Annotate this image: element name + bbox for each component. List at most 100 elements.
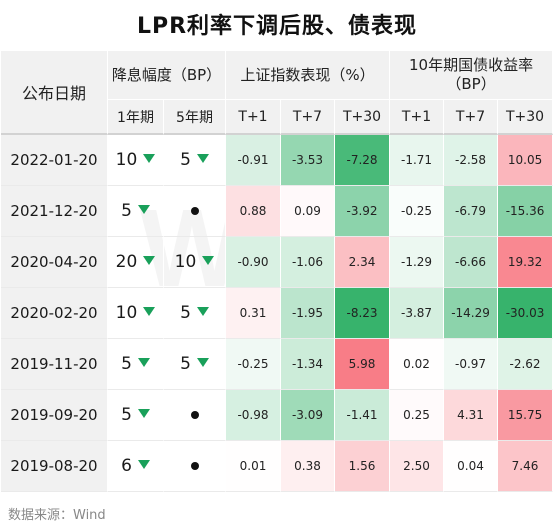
cut-1y-cell: 10 xyxy=(108,135,164,186)
bond-t1-cell: -0.25 xyxy=(390,186,445,237)
row-date: 2020-02-20 xyxy=(1,288,108,339)
bond-t7-cell: -0.97 xyxy=(444,339,499,390)
cut-5y-value: 5 xyxy=(180,150,191,170)
header-bond-t30: T+30 xyxy=(498,100,554,135)
dot-icon xyxy=(190,207,199,215)
header-stock: 上证指数表现（%） xyxy=(226,51,391,100)
bond-t30-cell: 10.05 xyxy=(498,135,554,186)
down-triangle-icon xyxy=(196,154,209,163)
lpr-table: 公布日期 降息幅度（BP） 上证指数表现（%） 10年期国债收益率（BP） 1年… xyxy=(1,51,554,492)
bond-t7-cell: -14.29 xyxy=(444,288,499,339)
stock-t7-cell: 0.38 xyxy=(281,441,335,492)
bond-t7-cell: -6.66 xyxy=(444,237,499,288)
bond-t1-cell: 0.25 xyxy=(390,390,445,441)
bond-t7-cell: 4.31 xyxy=(444,390,499,441)
cut-5y-value: 10 xyxy=(174,252,197,272)
down-triangle-icon xyxy=(196,358,209,367)
stock-t7-cell: -1.34 xyxy=(281,339,335,390)
header-cut-1y: 1年期 xyxy=(108,100,164,135)
bond-t1-cell: -3.87 xyxy=(390,288,445,339)
bond-t30-cell: -2.62 xyxy=(498,339,554,390)
stock-t30-cell: 2.34 xyxy=(335,237,391,288)
down-triangle-icon xyxy=(137,460,150,469)
cut-5y-cell xyxy=(164,390,226,441)
stock-t7-cell: -3.09 xyxy=(281,390,335,441)
header-cut-5y: 5年期 xyxy=(164,100,226,135)
header-date: 公布日期 xyxy=(1,51,108,135)
down-triangle-icon xyxy=(196,307,209,316)
stock-t1-cell: 0.01 xyxy=(226,441,281,492)
down-triangle-icon xyxy=(143,154,156,163)
table-row: 2019-09-20 5 -0.98 -3.09 -1.41 0.25 4.31 15.75 xyxy=(1,390,554,441)
page-title: LPR利率下调后股、债表现 xyxy=(136,14,418,39)
bond-t30-cell: -15.36 xyxy=(498,186,554,237)
cut-5y-cell xyxy=(164,441,226,492)
down-triangle-icon xyxy=(137,358,150,367)
down-triangle-icon xyxy=(137,205,150,214)
dot-icon xyxy=(190,462,199,470)
cut-1y-cell: 6 xyxy=(108,441,164,492)
bond-t1-cell: -1.29 xyxy=(390,237,445,288)
table-row: 2019-08-20 6 0.01 0.38 1.56 2.50 0.04 7.46 xyxy=(1,441,554,492)
stock-t30-cell: 5.98 xyxy=(335,339,391,390)
down-triangle-icon xyxy=(143,307,156,316)
table-row: 2020-04-20 20 10 -0.90 -1.06 2.34 -1.29 -6.66 19… xyxy=(1,237,554,288)
stock-t30-cell: -3.92 xyxy=(335,186,391,237)
header-stock-t30: T+30 xyxy=(335,100,391,135)
stock-t30-cell: 1.56 xyxy=(335,441,391,492)
row-date: 2021-12-20 xyxy=(1,186,108,237)
row-date: 2019-11-20 xyxy=(1,339,108,390)
dot-icon xyxy=(190,411,199,419)
row-date: 2019-08-20 xyxy=(1,441,108,492)
bond-t1-cell: -1.71 xyxy=(390,135,445,186)
cut-1y-value: 5 xyxy=(121,201,132,221)
cut-1y-value: 10 xyxy=(115,150,138,170)
header-bond-t1: T+1 xyxy=(390,100,445,135)
header-bond-t7: T+7 xyxy=(444,100,499,135)
bond-t30-cell: 7.46 xyxy=(498,441,554,492)
bond-t1-cell: 2.50 xyxy=(390,441,445,492)
stock-t1-cell: -0.91 xyxy=(226,135,281,186)
cut-5y-cell: 10 xyxy=(164,237,226,288)
stock-t7-cell: 0.09 xyxy=(281,186,335,237)
cut-1y-cell: 5 xyxy=(108,186,164,237)
bond-t7-cell: 0.04 xyxy=(444,441,499,492)
bond-t30-cell: -30.03 xyxy=(498,288,554,339)
header-bond: 10年期国债收益率（BP） xyxy=(390,51,554,100)
stock-t1-cell: -0.98 xyxy=(226,390,281,441)
cut-1y-value: 10 xyxy=(115,303,138,323)
row-date: 2020-04-20 xyxy=(1,237,108,288)
bond-t30-cell: 19.32 xyxy=(498,237,554,288)
cut-5y-cell xyxy=(164,186,226,237)
stock-t1-cell: -0.90 xyxy=(226,237,281,288)
bond-t7-cell: -2.58 xyxy=(444,135,499,186)
down-triangle-icon xyxy=(202,256,215,265)
row-date: 2022-01-20 xyxy=(1,135,108,186)
table-row: 2020-02-20 10 5 0.31 -1.95 -8.23 -3.87 -14.29 -3… xyxy=(1,288,554,339)
header-stock-t7: T+7 xyxy=(281,100,335,135)
cut-1y-cell: 5 xyxy=(108,339,164,390)
stock-t7-cell: -3.53 xyxy=(281,135,335,186)
stock-t30-cell: -1.41 xyxy=(335,390,391,441)
header-rate-cut: 降息幅度（BP） xyxy=(108,51,226,100)
bond-t30-cell: 15.75 xyxy=(498,390,554,441)
stock-t7-cell: -1.95 xyxy=(281,288,335,339)
table-row: 2021-12-20 5 0.88 0.09 -3.92 -0.25 -6.79 -15.36 xyxy=(1,186,554,237)
table-row: 2019-11-20 5 5 -0.25 -1.34 5.98 0.02 -0.97 -2.62 xyxy=(1,339,554,390)
stock-t1-cell: 0.31 xyxy=(226,288,281,339)
row-date: 2019-09-20 xyxy=(1,390,108,441)
stock-t1-cell: 0.88 xyxy=(226,186,281,237)
bond-t7-cell: -6.79 xyxy=(444,186,499,237)
down-triangle-icon xyxy=(143,256,156,265)
stock-t1-cell: -0.25 xyxy=(226,339,281,390)
stock-t30-cell: -7.28 xyxy=(335,135,391,186)
cut-1y-value: 20 xyxy=(115,252,138,272)
cut-1y-value: 5 xyxy=(121,354,132,374)
stock-t30-cell: -8.23 xyxy=(335,288,391,339)
source-note: 数据来源：Wind xyxy=(8,508,106,523)
cut-1y-cell: 10 xyxy=(108,288,164,339)
cut-5y-cell: 5 xyxy=(164,339,226,390)
bond-t1-cell: 0.02 xyxy=(390,339,445,390)
cut-5y-cell: 5 xyxy=(164,135,226,186)
cut-5y-value: 5 xyxy=(180,303,191,323)
